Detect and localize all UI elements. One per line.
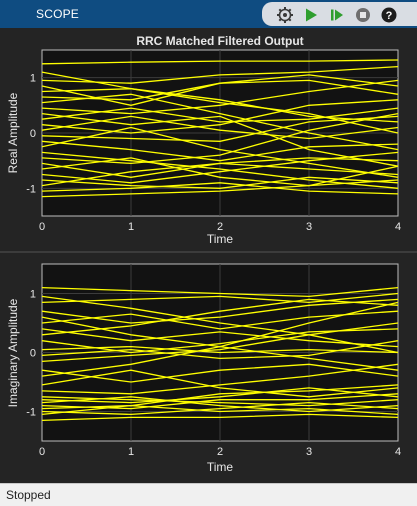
status-text: Stopped [6, 488, 51, 502]
y-tick-label: 1 [30, 73, 36, 85]
signal-trace [41, 301, 399, 377]
signal-trace [41, 151, 399, 189]
x-tick-label: 2 [217, 221, 223, 233]
signal-trace [41, 93, 399, 151]
x-tick-label: 3 [306, 221, 312, 233]
plots-canvas: 0 1 2 3 4 -1 0 1 RRC Matched Filtered Output T… [0, 34, 417, 474]
y-tick-labels: -1 0 1 [26, 289, 36, 419]
x-tick-label: 1 [128, 221, 134, 233]
traces [41, 59, 399, 198]
signal-trace [41, 107, 399, 123]
signal-trace [41, 393, 399, 410]
signal-trace [41, 99, 399, 134]
toolbar: SCOPE [0, 0, 417, 28]
signal-trace [41, 295, 399, 354]
stop-button[interactable] [352, 5, 374, 25]
step-forward-icon [331, 9, 343, 21]
x-tick-label: 3 [306, 446, 312, 458]
imaginary-amplitude-plot: 0 1 2 3 4 -1 0 1 Time Imaginary Amplitude [6, 263, 401, 474]
signal-trace [41, 286, 399, 298]
y-tick-label: 0 [30, 128, 36, 140]
signal-trace [41, 74, 399, 101]
run-button[interactable] [300, 5, 322, 25]
signal-trace [41, 404, 399, 416]
y-axis-label: Real Amplitude [6, 92, 20, 173]
signal-trace [41, 387, 399, 404]
signal-trace [41, 328, 399, 348]
signal-trace [41, 363, 399, 383]
x-tick-label: 0 [39, 221, 45, 233]
signal-trace [41, 340, 399, 360]
x-tick-label: 2 [217, 446, 223, 458]
y-tick-label: 0 [30, 348, 36, 360]
signal-trace [41, 369, 399, 398]
signal-trace [41, 71, 399, 123]
y-tick-label: -1 [26, 407, 36, 419]
x-tick-label: 1 [128, 446, 134, 458]
step-forward-button[interactable] [326, 5, 348, 25]
signal-trace [41, 176, 399, 189]
help-button[interactable]: ? [378, 5, 400, 25]
signal-trace [41, 298, 399, 324]
signal-trace [41, 396, 399, 413]
chart-title: RRC Matched Filtered Output [136, 34, 303, 48]
x-tick-labels: 0 1 2 3 4 [39, 221, 401, 233]
help-icon: ? [381, 7, 397, 23]
x-tick-label: 0 [39, 446, 45, 458]
gear-icon [277, 7, 293, 23]
signal-trace [41, 179, 399, 198]
signal-trace [41, 140, 399, 162]
y-tick-labels: -1 0 1 [26, 73, 36, 196]
signal-trace [41, 413, 399, 422]
signal-trace [41, 115, 399, 140]
x-tick-labels: 0 1 2 3 4 [39, 446, 401, 458]
signal-trace [41, 182, 399, 195]
signal-trace [41, 115, 399, 142]
signal-trace [41, 59, 399, 65]
y-tick-label: -1 [26, 183, 36, 195]
status-bar: Stopped [0, 483, 417, 506]
window-title: SCOPE [36, 7, 80, 21]
signal-trace [41, 298, 399, 336]
signal-trace [41, 401, 399, 416]
signal-trace [41, 384, 399, 416]
stop-icon [356, 8, 370, 22]
settings-button[interactable] [274, 5, 296, 25]
x-axis-label: Time [207, 460, 234, 474]
signal-trace [41, 126, 399, 178]
traces [41, 286, 399, 422]
x-axis-label: Time [207, 232, 234, 246]
signal-trace [41, 151, 399, 184]
signal-trace [41, 162, 399, 187]
signal-trace [41, 322, 399, 363]
x-tick-label: 4 [395, 221, 401, 233]
svg-text:?: ? [386, 10, 393, 22]
x-tick-label: 4 [395, 446, 401, 458]
plot-area: 0 1 2 3 4 -1 0 1 RRC Matched Filtered Output T… [0, 28, 417, 483]
signal-trace [41, 292, 399, 304]
signal-trace [41, 363, 399, 395]
toolbar-button-strip: ? [262, 2, 417, 26]
signal-trace [41, 65, 399, 84]
y-tick-label: 1 [30, 289, 36, 301]
play-icon [306, 8, 317, 22]
real-amplitude-plot: 0 1 2 3 4 -1 0 1 RRC Matched Filtered Output T… [6, 34, 401, 246]
y-axis-label: Imaginary Amplitude [6, 298, 20, 407]
signal-trace [41, 310, 399, 330]
